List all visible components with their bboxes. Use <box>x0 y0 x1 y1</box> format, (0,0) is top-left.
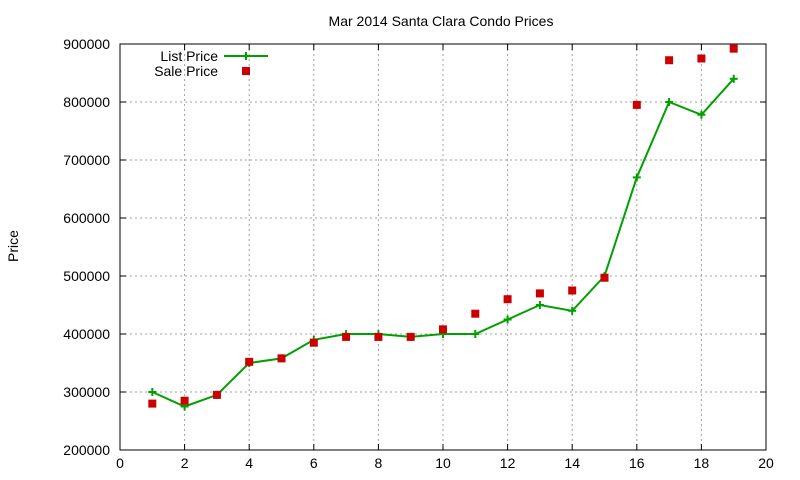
x-tick-label: 8 <box>375 455 383 471</box>
sale-price-point <box>503 295 512 304</box>
sale-price-point <box>212 390 221 399</box>
sale-price-point <box>665 56 674 65</box>
sale-price-point <box>406 332 415 341</box>
list-price-point <box>729 74 738 83</box>
sale-price-point <box>180 396 189 405</box>
sale-price-point <box>632 100 641 109</box>
list-price-point <box>471 330 480 338</box>
legend-square-marker <box>242 67 250 75</box>
list-price-point <box>665 98 674 106</box>
sale-price-point <box>277 354 286 363</box>
sale-price-point <box>729 44 738 53</box>
sale-price-point <box>568 286 577 295</box>
legend-plus-marker <box>242 52 250 60</box>
x-tick-label: 14 <box>564 455 580 471</box>
sale-price-point <box>309 338 318 347</box>
x-tick-label: 20 <box>758 455 774 471</box>
y-tick-label: 500000 <box>63 268 110 284</box>
list-price-point <box>148 388 157 396</box>
sale-price-point <box>697 54 706 63</box>
x-tick-label: 16 <box>629 455 645 471</box>
legend-label: List Price <box>160 48 218 64</box>
sale-price-point <box>374 332 383 341</box>
list-price-point <box>568 306 577 315</box>
y-tick-label: 600000 <box>63 210 110 226</box>
list-price-point <box>697 110 706 119</box>
x-tick-label: 4 <box>245 455 253 471</box>
y-tick-label: 700000 <box>63 152 110 168</box>
list-price-point <box>535 301 544 309</box>
y-tick-label: 400000 <box>63 326 110 342</box>
x-tick-label: 10 <box>435 455 451 471</box>
y-tick-label: 200000 <box>63 442 110 458</box>
list-price-line <box>151 78 735 408</box>
sale-price-point <box>535 289 544 298</box>
y-tick-label: 300000 <box>63 384 110 400</box>
sale-price-point <box>439 325 447 334</box>
y-axis-label: Price <box>5 230 21 262</box>
x-tick-label: 6 <box>310 455 318 471</box>
x-tick-label: 0 <box>116 455 124 471</box>
chart-title: Mar 2014 Santa Clara Condo Prices <box>329 13 554 29</box>
x-tick-label: 12 <box>500 455 516 471</box>
y-tick-label: 800000 <box>63 94 110 110</box>
sale-price-point <box>471 309 480 318</box>
x-tick-label: 2 <box>181 455 189 471</box>
sale-price-point <box>342 332 351 341</box>
x-tick-label: 18 <box>694 455 710 471</box>
y-tick-label: 900000 <box>63 36 110 52</box>
list-price-point <box>632 173 641 182</box>
axis-layer: 0 2 4 6 8 10 12 14 16 18 20 200000 300000 400000 50000… <box>63 36 774 471</box>
series-1 <box>148 44 738 408</box>
sale-price-point <box>148 399 157 408</box>
sale-price-point <box>600 273 609 282</box>
list-price-point <box>503 315 512 324</box>
legend-label: Sale Price <box>154 63 218 79</box>
series-layer <box>148 44 738 411</box>
sale-price-point <box>245 357 254 366</box>
